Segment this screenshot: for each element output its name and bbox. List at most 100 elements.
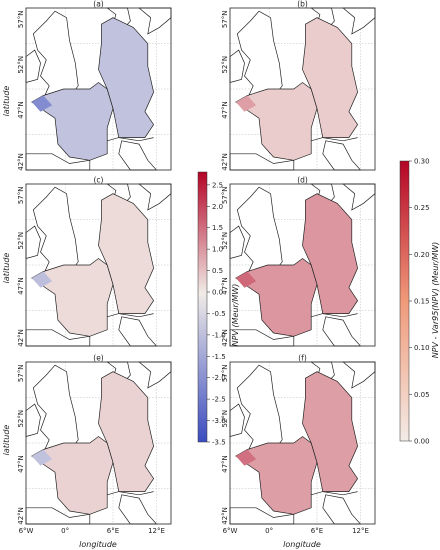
lat-tick-label: 47°N	[221, 455, 229, 473]
lat-tick-label: 52°N	[17, 56, 25, 74]
lat-tick-label: 57°N	[221, 187, 229, 205]
region-germany	[98, 17, 155, 138]
map-panel-a: (a) 57°N 52°N 47°N 42°N	[17, 0, 172, 171]
lat-tick-label: 52°N	[17, 410, 25, 428]
colorbar-left: 2.5 2.0 1.5 1.0 0.5 0.0 -0.5 -1.0 -1.5 -2.0 -2.5 -3…	[197, 171, 240, 447]
map-frame	[25, 7, 172, 171]
map-panel-c: (c) 57°N 52°N 47°N 42°N	[17, 176, 172, 347]
lon-tick-label: 6°E	[107, 527, 119, 535]
colorbar-tick-label: 0.25	[414, 204, 430, 212]
region-germany	[98, 371, 155, 492]
colorbar-tick-label: 0.20	[414, 251, 430, 259]
lat-tick-label: 52°N	[221, 56, 229, 74]
brittany-spot	[235, 271, 257, 288]
brittany-spot	[31, 449, 53, 466]
panel-title: (e)	[93, 354, 104, 363]
border-line	[311, 137, 358, 142]
lon-tick-label: 6°E	[311, 527, 323, 535]
lon-tick-label: 6°W	[19, 527, 34, 535]
map-frame	[229, 361, 376, 525]
map-panel-d: (d) 57°N 52°N 47°N 42°N	[221, 176, 376, 347]
lat-tick-label: 42°N	[221, 153, 229, 171]
panel-title: (f)	[298, 354, 307, 363]
panel-title: (d)	[297, 176, 308, 185]
lat-tick-label: 47°N	[221, 101, 229, 119]
lon-tick-label: 0°	[265, 527, 273, 535]
colorbar-right-label: NPV - Var95(NPV) (Meur/MW)	[431, 242, 440, 359]
ylabel-row1: latitude	[2, 86, 11, 117]
region-germany	[302, 193, 359, 314]
lon-tick-label: 0°	[61, 527, 69, 535]
colorbar-tick-label: -1.5	[212, 353, 226, 361]
lat-tick-label: 47°N	[17, 455, 25, 473]
lat-tick-label: 57°N	[17, 187, 25, 205]
colorbar-tick-label: -2.0	[212, 374, 226, 382]
lat-tick-label: 42°N	[17, 153, 25, 171]
colorbar-tick-label: 1.0	[212, 246, 223, 254]
lon-tick-label: 6°W	[223, 527, 238, 535]
colorbar-left-gradient	[197, 171, 208, 443]
colorbar-tick-label: 0.05	[414, 391, 430, 399]
colorbar-tick-label: 0.10	[414, 344, 430, 352]
xlabel-left: longitude	[79, 540, 117, 549]
border-line	[107, 313, 154, 318]
colorbar-right-gradient	[399, 160, 410, 442]
region-germany	[98, 193, 155, 314]
map-frame	[229, 7, 376, 171]
colorbar-left-label: NPV (Meur/MW)	[231, 284, 240, 347]
region-germany	[302, 371, 359, 492]
colorbar-tick-label: 0.5	[212, 267, 223, 275]
colorbar-tick-label: 2.5	[212, 181, 223, 189]
colorbar-tick-label: 1.5	[212, 224, 223, 232]
colorbar-right: 0.30 0.25 0.20 0.15 0.10 0.05 0.00 NPV - Var95…	[399, 158, 440, 446]
panel-title: (b)	[297, 0, 308, 9]
lat-tick-label: 42°N	[17, 329, 25, 347]
border-line	[107, 137, 154, 142]
map-frame	[229, 183, 376, 347]
brittany-spot	[235, 95, 257, 112]
lat-tick-label: 52°N	[221, 232, 229, 250]
lon-tick-label: 12°E	[352, 527, 369, 535]
lat-tick-label: 57°N	[221, 365, 229, 383]
border-line	[311, 491, 358, 496]
lat-tick-label: 42°N	[221, 329, 229, 347]
map-frame	[25, 183, 172, 347]
brittany-spot	[31, 271, 53, 288]
border-line	[311, 313, 358, 318]
colorbar-tick-label: -3.5	[212, 439, 226, 447]
brittany-spot	[31, 95, 53, 112]
colorbar-tick-label: -0.5	[212, 310, 226, 318]
region-germany	[302, 17, 359, 138]
colorbar-tick-label: -1.0	[212, 331, 226, 339]
map-panel-b: (b) 57°N 52°N 47°N 42°N	[221, 0, 376, 171]
lat-tick-label: 47°N	[17, 101, 25, 119]
ylabel-row3: latitude	[2, 425, 11, 456]
colorbar-tick-label: 0.30	[414, 158, 430, 166]
lat-tick-label: 47°N	[17, 277, 25, 295]
colorbar-tick-label: 2.0	[212, 203, 223, 211]
lat-tick-label: 57°N	[221, 11, 229, 29]
colorbar-tick-label: -2.5	[212, 396, 226, 404]
lat-tick-label: 57°N	[17, 11, 25, 29]
lon-tick-label: 12°E	[148, 527, 165, 535]
map-frame	[25, 361, 172, 525]
lat-tick-label: 47°N	[221, 277, 229, 295]
border-line	[107, 491, 154, 496]
lat-tick-label: 52°N	[17, 232, 25, 250]
map-panel-e: (e) 57°N 52°N 47°N 42°N	[17, 354, 172, 525]
lat-tick-label: 57°N	[17, 365, 25, 383]
colorbar-tick-label: 0.00	[414, 438, 430, 446]
lat-tick-label: 52°N	[221, 410, 229, 428]
brittany-spot	[235, 449, 257, 466]
lat-tick-label: 42°N	[17, 507, 25, 525]
panel-title: (c)	[94, 176, 104, 185]
ylabel-row2: latitude	[2, 253, 11, 284]
colorbar-tick-label: 0.15	[414, 298, 430, 306]
panel-title: (a)	[93, 0, 104, 9]
lat-tick-label: 42°N	[221, 507, 229, 525]
colorbar-tick-label: 0.0	[212, 289, 223, 297]
colorbar-tick-label: -3.0	[212, 417, 226, 425]
xlabel-right: longitude	[283, 540, 321, 549]
map-panel-f: (f) 57°N 52°N 47°N 42°N	[221, 354, 376, 525]
